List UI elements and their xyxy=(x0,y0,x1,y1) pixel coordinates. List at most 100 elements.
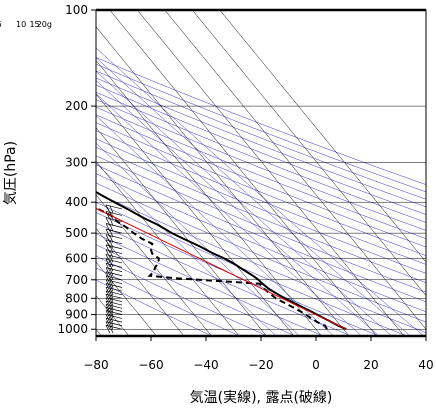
wind-barb-flag xyxy=(109,284,114,292)
wind-barb-shaft xyxy=(105,290,123,296)
wind-barb xyxy=(105,263,123,272)
wind-barb-shaft xyxy=(105,228,123,234)
dry-adiabat-line xyxy=(96,57,426,185)
wind-barb xyxy=(105,275,123,284)
wind-barb-flag xyxy=(109,272,114,280)
isotherm-line xyxy=(96,127,267,336)
isotherm-line xyxy=(192,10,426,297)
wind-barb-shaft xyxy=(105,275,123,281)
y-tick-label: 300 xyxy=(65,155,88,169)
x-tick-label: 0 xyxy=(312,358,320,372)
isotherm-line xyxy=(96,160,240,336)
wind-barb-flag xyxy=(105,228,111,238)
wind-barb-shaft xyxy=(105,234,123,239)
dry-adiabat-line xyxy=(96,122,426,256)
mixing-ratio-line xyxy=(96,93,362,336)
wind-barb-flag xyxy=(105,325,111,334)
dewpoint-line xyxy=(96,206,328,330)
x-axis-title: 気温(実線), 露点(破線) xyxy=(190,390,333,406)
wind-barb-shaft xyxy=(105,279,123,285)
wind-barb-flag xyxy=(105,267,111,276)
wind-barb-shaft xyxy=(105,321,123,327)
mixing-ratio-line xyxy=(96,115,334,336)
x-tick-label: −60 xyxy=(138,358,163,372)
wind-barb-flag xyxy=(105,307,111,316)
isotherm-line xyxy=(109,10,377,336)
dry-adiabat-line xyxy=(96,155,426,293)
dry-adiabat-line xyxy=(96,233,324,336)
dry-adiabat-line xyxy=(96,130,426,265)
mixing-ratio-line xyxy=(96,70,392,336)
dry-adiabat-line xyxy=(96,63,426,193)
dry-adiabat-line xyxy=(96,99,426,231)
wind-barb-flag xyxy=(105,249,111,258)
isotherm-line xyxy=(219,10,426,263)
dry-adiabat-line xyxy=(96,202,408,336)
wind-barb-flag xyxy=(109,280,114,288)
dry-adiabat-line xyxy=(96,222,352,336)
mixing-ratio-label: 15 xyxy=(29,20,39,29)
wind-barb xyxy=(105,254,123,263)
wind-barb-flag xyxy=(105,254,111,263)
wind-barb xyxy=(105,204,123,214)
isotherm-line xyxy=(96,194,212,336)
temperature-line xyxy=(96,190,347,331)
profile-series xyxy=(96,190,347,331)
wind-barb-flag xyxy=(109,224,114,232)
parcel-path-line xyxy=(96,207,347,330)
wind-barb xyxy=(105,271,123,280)
x-tick-label: −40 xyxy=(193,358,218,372)
wind-barb-flag xyxy=(109,218,114,226)
wind-barb-flag xyxy=(105,263,111,272)
wind-barb-shaft xyxy=(105,283,123,288)
wind-barb-flag xyxy=(109,291,114,299)
y-tick-label: 800 xyxy=(65,291,88,305)
y-tick-label: 200 xyxy=(65,99,88,113)
y-tick-label: 900 xyxy=(65,308,88,322)
dry-adiabat-line xyxy=(96,146,426,283)
wind-barb-shaft xyxy=(105,297,123,303)
x-tick-label: −80 xyxy=(83,358,108,372)
dry-adiabat-line xyxy=(96,77,426,208)
wind-barb-flag xyxy=(109,311,114,319)
y-tick-label: 100 xyxy=(65,3,88,17)
x-tick-label: −20 xyxy=(248,358,273,372)
y-tick-label: 500 xyxy=(65,226,88,240)
y-tick-label: 600 xyxy=(65,251,88,265)
y-tick-label: 1000 xyxy=(57,322,88,336)
mixing-ratio-line xyxy=(96,57,411,336)
wind-barb-flag xyxy=(105,244,111,254)
wind-barb-flag xyxy=(109,212,114,220)
wind-barb-shaft xyxy=(105,324,123,330)
wind-barb-shaft xyxy=(105,223,123,228)
wind-barb-flag xyxy=(105,204,111,214)
wind-barb-shaft xyxy=(105,263,123,268)
wind-barb-flag xyxy=(105,258,111,268)
wind-barb-shaft xyxy=(105,303,123,309)
dry-adiabat-line xyxy=(96,173,426,313)
wind-barb-flag xyxy=(105,239,111,248)
wind-barb-shaft xyxy=(105,300,123,306)
dry-adiabat-line xyxy=(96,212,380,336)
dry-adiabat-line xyxy=(96,138,426,274)
wind-barb-flag xyxy=(109,205,114,214)
mixing-ratio-line xyxy=(96,47,424,336)
dry-adiabat-line xyxy=(96,106,426,239)
wind-barb-shaft xyxy=(105,293,123,299)
wind-barb-shaft xyxy=(105,310,123,315)
wind-barb-shaft xyxy=(105,239,123,245)
wind-barb-shaft xyxy=(105,204,123,210)
wind-barb-shaft xyxy=(105,314,123,319)
wind-barb-shaft xyxy=(105,217,123,222)
wind-barb xyxy=(105,258,123,268)
dry-adiabat-line xyxy=(96,244,296,336)
wind-barbs xyxy=(105,204,123,334)
wind-barb-shaft xyxy=(105,249,123,255)
mixing-ratio-label: 5 xyxy=(0,20,2,29)
dry-adiabat-line xyxy=(96,70,426,200)
dry-adiabat-line xyxy=(96,267,240,336)
wind-barb-flag xyxy=(109,276,114,284)
